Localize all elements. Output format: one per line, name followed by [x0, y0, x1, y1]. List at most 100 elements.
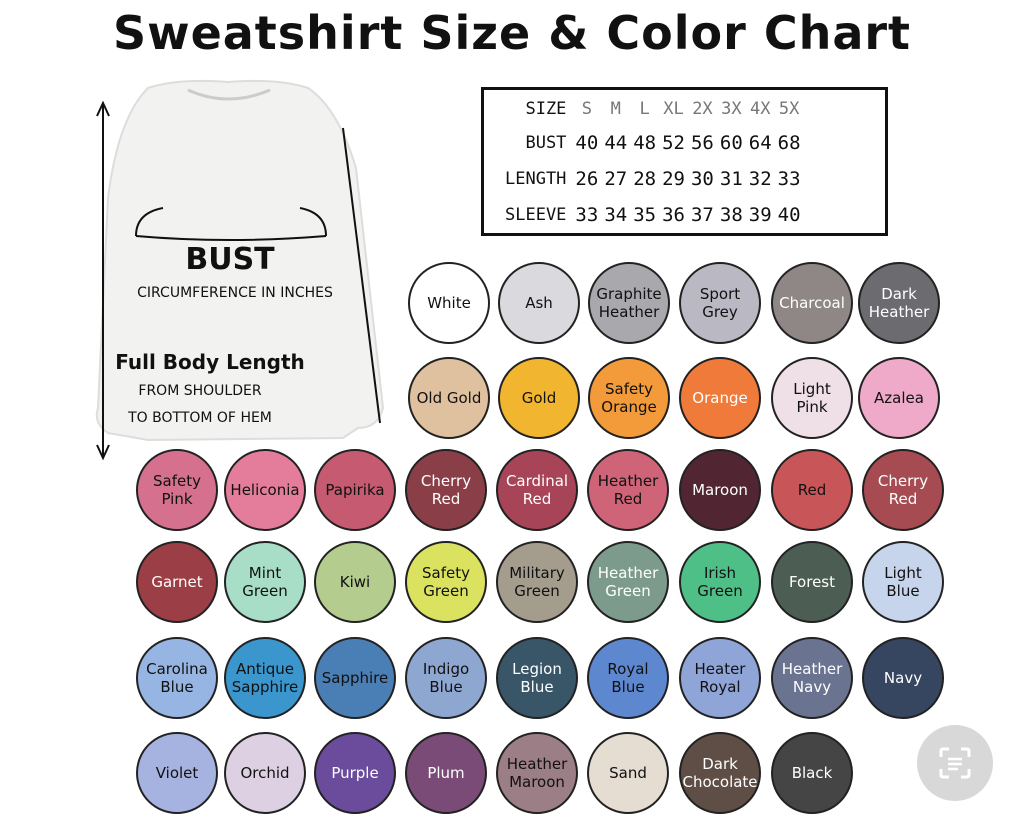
size-value: 52 — [662, 132, 685, 154]
size-value: 29 — [662, 168, 685, 190]
color-name: Azalea — [874, 389, 924, 407]
color-swatch-sport-grey: Sport Grey — [679, 262, 761, 344]
length-sublabel-1: FROM SHOULDER — [138, 383, 262, 399]
bust-sublabel: CIRCUMFERENCE IN INCHES — [137, 285, 333, 301]
color-swatch-maroon: Maroon — [679, 449, 761, 531]
size-value: 27 — [604, 168, 628, 190]
color-swatch-plum: Plum — [405, 732, 487, 814]
color-swatch-cherry-red: Cherry Red — [405, 449, 487, 531]
color-name: Forest — [788, 573, 836, 591]
color-name: Heather Maroon — [506, 755, 568, 791]
size-value: 64 — [748, 132, 772, 154]
color-name: Cherry Red — [877, 472, 929, 508]
color-swatch-safety-pink: Safety Pink — [136, 449, 218, 531]
color-swatch-old-gold: Old Gold — [408, 357, 490, 439]
color-swatch-sand: Sand — [587, 732, 669, 814]
color-swatch-military-green: Military Green — [496, 541, 578, 623]
color-name: Irish Green — [697, 564, 743, 600]
color-name: Black — [791, 764, 833, 782]
color-swatch-safety-green: Safety Green — [405, 541, 487, 623]
size-value: 44 — [604, 132, 628, 154]
color-name: Kiwi — [339, 573, 371, 591]
color-swatch-light-blue: Light Blue — [862, 541, 944, 623]
size-value: 37 — [690, 204, 714, 226]
row-label: LENGTH — [505, 169, 567, 189]
bust-arrow — [135, 207, 327, 241]
header-l: L — [639, 99, 650, 119]
color-name: Maroon — [692, 481, 748, 499]
size-table: SIZE S M L XL 2X 3X 4X 5X BUST 40 44 48 52 56… — [481, 87, 888, 236]
color-name: Charcoal — [779, 294, 845, 312]
length-label: Full Body Length — [115, 350, 305, 374]
color-name: Antique Sapphire — [231, 660, 299, 696]
color-swatch-heather-navy: Heather Navy — [771, 637, 853, 719]
page-title: Sweatshirt Size & Color Chart — [112, 6, 912, 60]
color-swatch-light-pink: Light Pink — [771, 357, 853, 439]
color-name: Gold — [521, 389, 557, 407]
color-name: Heliconia — [230, 481, 300, 499]
color-swatch-antique-sapphire: Antique Sapphire — [224, 637, 306, 719]
color-name: Navy — [883, 669, 923, 687]
color-swatch-heliconia: Heliconia — [224, 449, 306, 531]
color-swatch-heater-royal: Heater Royal — [679, 637, 761, 719]
color-swatch-forest: Forest — [771, 541, 853, 623]
color-name: Dark Chocolate — [682, 755, 758, 791]
color-swatch-papirika: Papirika — [314, 449, 396, 531]
size-value: 68 — [777, 132, 801, 154]
size-row-sleeve: SLEEVE 33 34 35 36 37 38 39 40 — [502, 197, 804, 233]
size-value: 30 — [690, 168, 714, 190]
color-swatch-ash: Ash — [498, 262, 580, 344]
color-name: Cardinal Red — [505, 472, 569, 508]
color-name: Dark Heather — [868, 285, 930, 321]
color-name: Heather Navy — [781, 660, 843, 696]
color-name: Sapphire — [321, 669, 389, 687]
color-swatch-purple: Purple — [314, 732, 396, 814]
color-name: Red — [797, 481, 827, 499]
size-value: 40 — [575, 132, 599, 154]
color-swatch-mint-green: Mint Green — [224, 541, 306, 623]
size-value: 48 — [633, 132, 657, 154]
color-name: Violet — [155, 764, 199, 782]
color-name: Purple — [331, 764, 379, 782]
color-swatch-red: Red — [771, 449, 853, 531]
color-swatch-cherry-red: Cherry Red — [862, 449, 944, 531]
header-size: SIZE — [525, 99, 567, 119]
color-name: Light Blue — [884, 564, 922, 600]
size-value: 32 — [748, 168, 772, 190]
color-swatch-heather-maroon: Heather Maroon — [496, 732, 578, 814]
color-swatch-charcoal: Charcoal — [771, 262, 853, 344]
color-name: Mint Green — [242, 564, 288, 600]
color-name: Safety Green — [422, 564, 470, 600]
sweatshirt-shape — [95, 79, 385, 442]
color-name: Garnet — [151, 573, 203, 591]
color-swatch-white: White — [408, 262, 490, 344]
row-label: SLEEVE — [505, 205, 567, 225]
color-name: Cherry Red — [420, 472, 472, 508]
header-2x: 2X — [692, 99, 713, 119]
color-swatch-garnet: Garnet — [136, 541, 218, 623]
color-name: Indigo Blue — [422, 660, 470, 696]
color-swatch-sapphire: Sapphire — [314, 637, 396, 719]
header-5x: 5X — [778, 99, 800, 119]
size-value: 33 — [575, 204, 599, 226]
color-name: Orchid — [240, 764, 290, 782]
lens-button[interactable] — [917, 725, 993, 801]
color-swatch-carolina-blue: Carolina Blue — [136, 637, 218, 719]
size-header-row: SIZE S M L XL 2X 3X 4X 5X — [502, 93, 804, 125]
color-swatch-safety-orange: Safety Orange — [588, 357, 670, 439]
size-value: 40 — [777, 204, 801, 226]
color-swatch-violet: Violet — [136, 732, 218, 814]
color-swatch-royal-blue: Royal Blue — [587, 637, 669, 719]
color-swatch-gold: Gold — [498, 357, 580, 439]
size-row-length: LENGTH 26 27 28 29 30 31 32 33 — [502, 161, 804, 197]
header-4x: 4X — [749, 99, 771, 119]
header-xl: XL — [663, 99, 684, 119]
color-name: Sport Grey — [699, 285, 741, 321]
color-name: Sand — [609, 764, 647, 782]
color-name: Safety Orange — [601, 380, 657, 416]
size-value: 26 — [575, 168, 599, 190]
color-name: Graphite Heather — [596, 285, 662, 321]
color-swatch-kiwi: Kiwi — [314, 541, 396, 623]
color-name: Papirika — [325, 481, 385, 499]
